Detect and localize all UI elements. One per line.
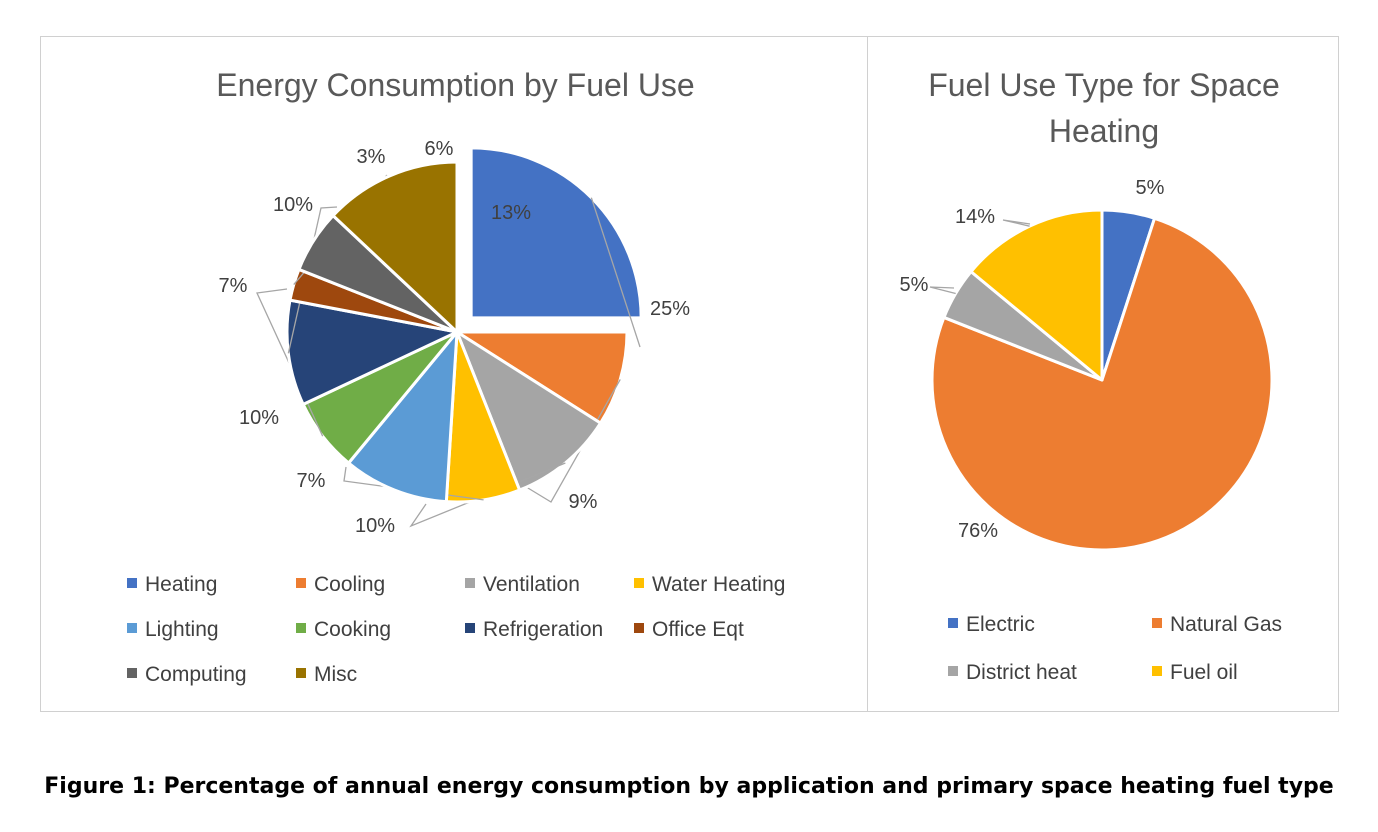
data-label-electric: 5%: [1136, 177, 1165, 199]
legend-item-water-heating: Water Heating: [634, 573, 785, 597]
legend-label: Lighting: [145, 618, 219, 641]
data-label-refrigeration: 10%: [273, 194, 313, 216]
legend-label: Office Eqt: [652, 618, 744, 641]
legend-swatch: [296, 668, 306, 679]
data-label-computing: 6%: [425, 138, 454, 160]
data-label-district-heat: 5%: [900, 274, 929, 296]
legend-swatch: [465, 578, 475, 589]
legend-label: Heating: [145, 573, 218, 596]
legend-item-computing: Computing: [127, 663, 247, 687]
legend-swatch: [127, 623, 137, 634]
data-label-misc: 13%: [491, 202, 531, 224]
leader-line: [1002, 219, 1031, 227]
pie-slice-misc: [331, 160, 459, 334]
legend-label: Cooling: [314, 573, 386, 596]
legend-item-electric: Electric: [948, 613, 1035, 637]
data-label-office-eqt: 3%: [357, 146, 386, 168]
legend-swatch: [296, 623, 306, 634]
legend-label: Fuel oil: [1170, 661, 1238, 684]
legend-label: District heat: [966, 661, 1077, 684]
legend-item-natural-gas: Natural Gas: [1152, 613, 1282, 637]
legend-label: Water Heating: [652, 573, 786, 596]
data-label-lighting: 10%: [239, 407, 279, 429]
data-label-heating: 25%: [650, 298, 690, 320]
figure-caption: Figure 1: Percentage of annual energy co…: [44, 774, 1334, 799]
legend-item-cooking: Cooking: [296, 618, 391, 642]
legend-label: Electric: [966, 613, 1035, 636]
chart-title: Energy Consumption by Fuel Use: [216, 67, 695, 103]
legend-swatch: [1152, 618, 1162, 629]
legend-swatch: [1152, 666, 1162, 677]
legend-label: Refrigeration: [483, 618, 604, 641]
legend-swatch: [127, 578, 137, 589]
leader-line: [929, 286, 956, 295]
leader-line: [590, 197, 641, 348]
legend-item-district-heat: District heat: [948, 661, 1077, 685]
energy-consumption-chart-panel: Energy Consumption by Fuel Use 25% 9% 10% 7…: [40, 36, 869, 712]
legend-swatch: [948, 666, 958, 677]
data-label-ventilation: 10%: [355, 515, 395, 537]
legend-swatch: [948, 618, 958, 629]
data-label-water-heating: 7%: [297, 470, 326, 492]
legend-label: Misc: [314, 663, 358, 686]
legend-label: Ventilation: [483, 573, 580, 596]
energy-consumption-pie: 25% 9% 10% 7% 10% 7% 10% 3% 6% 13%: [219, 138, 691, 537]
legend-item-lighting: Lighting: [127, 618, 219, 642]
legend-label: Cooking: [314, 618, 392, 641]
legend-item-cooling: Cooling: [296, 573, 385, 597]
legend-label: Natural Gas: [1170, 613, 1283, 636]
legend-item-misc: Misc: [296, 663, 357, 687]
pie-slice-heating: [469, 146, 643, 320]
chart-title: Fuel Use Type for Space Heating: [928, 67, 1280, 149]
legend-item-office-eqt: Office Eqt: [634, 618, 744, 642]
legend-swatch: [127, 668, 137, 679]
legend-swatch: [465, 623, 475, 634]
data-label-natural-gas: 76%: [958, 520, 998, 542]
pie-slice-fuel-oil: [969, 208, 1104, 382]
legend-item-ventilation: Ventilation: [465, 573, 580, 597]
legend-swatch: [296, 578, 306, 589]
legend-swatch: [634, 623, 644, 634]
legend-item-refrigeration: Refrigeration: [465, 618, 603, 642]
legend-item-fuel-oil: Fuel oil: [1152, 661, 1238, 685]
data-label-cooling: 9%: [569, 491, 598, 513]
legend-label: Computing: [145, 663, 247, 686]
pie-slice-natural-gas: [930, 216, 1274, 552]
data-label-fuel-oil: 14%: [955, 206, 995, 228]
legend-item-heating: Heating: [127, 573, 217, 597]
data-label-cooking: 7%: [219, 275, 248, 297]
pie-slice-lighting: [347, 330, 459, 504]
space-heating-fuel-chart-panel: Fuel Use Type for Space Heating 5% 76% 5% 1…: [867, 36, 1339, 712]
legend-swatch: [634, 578, 644, 589]
space-heating-fuel-pie: 5% 76% 5% 14%: [900, 177, 1274, 552]
leader-line: [287, 206, 338, 354]
